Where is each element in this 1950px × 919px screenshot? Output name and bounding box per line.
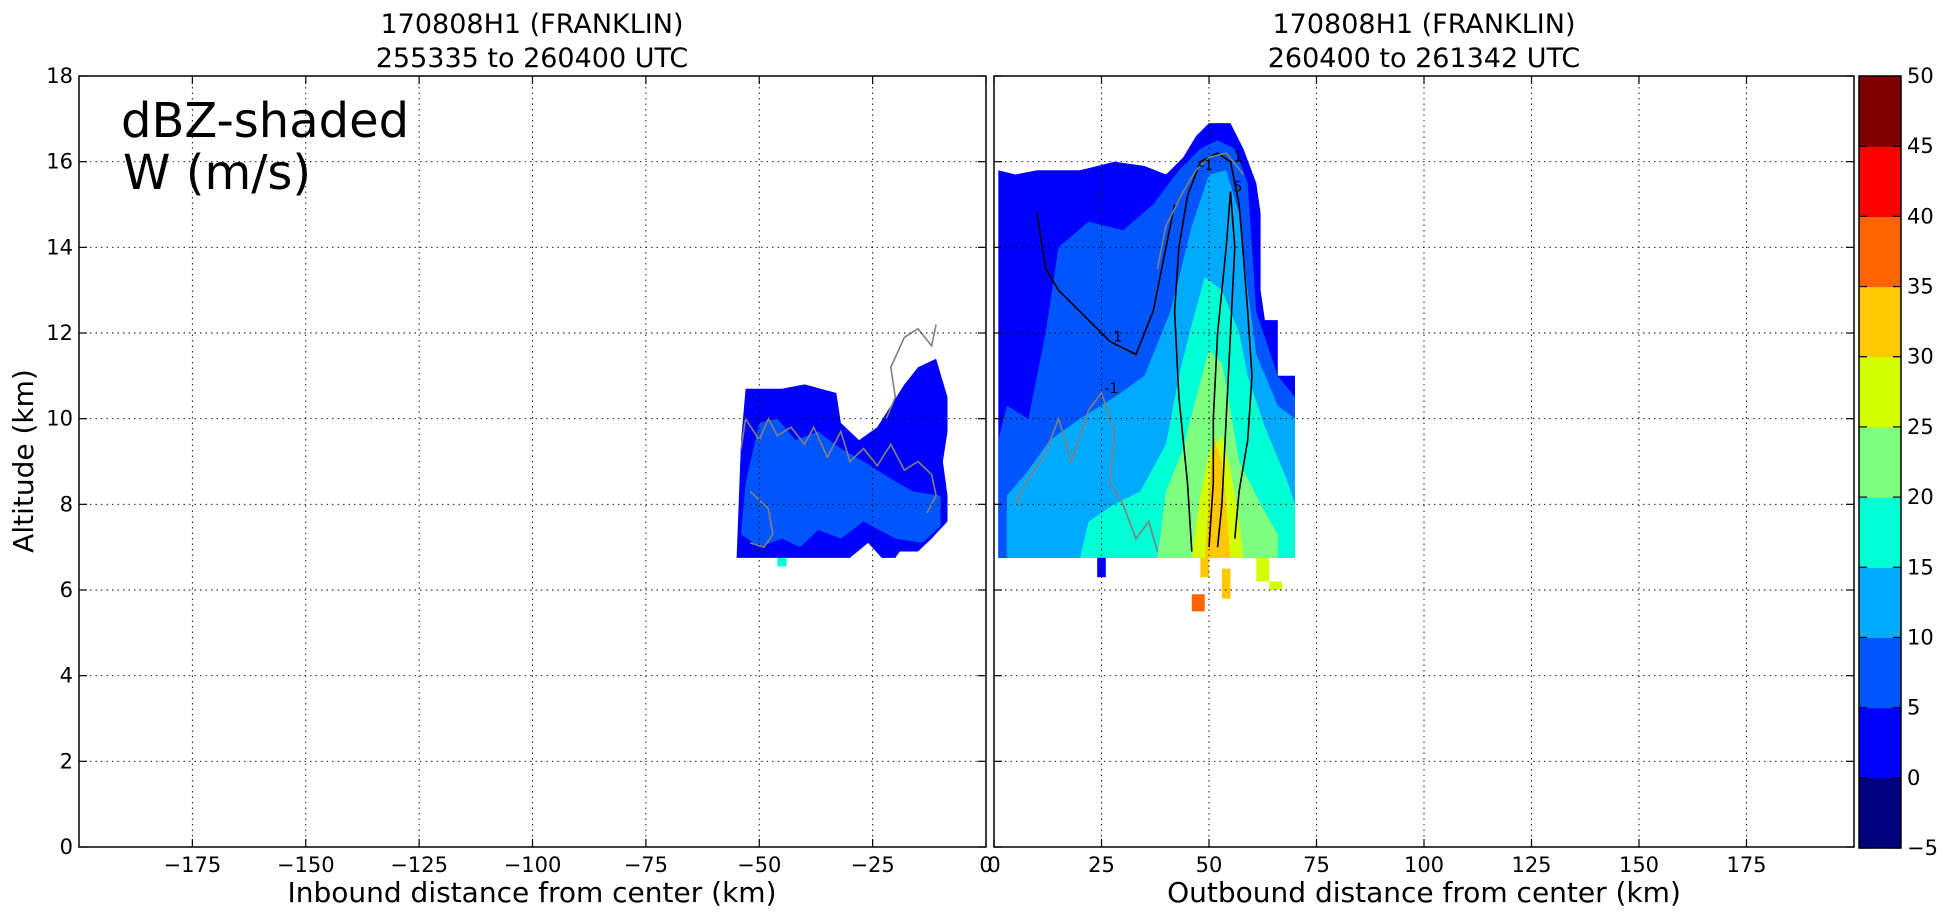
- colorbar-tick-label: 15: [1907, 555, 1934, 579]
- left-data-layer: [736, 324, 948, 567]
- colorbar-tick-label: 0: [1907, 766, 1920, 790]
- y-tick-label: 4: [60, 664, 73, 688]
- reflectivity-region-15dbz: [777, 557, 787, 567]
- left-title-line2: 255335 to 260400 UTC: [376, 43, 689, 74]
- colorbar: −5 0 5 10 15 20 25 30 35 40 45 50: [1858, 64, 1938, 860]
- x-tick-label: 0: [979, 853, 992, 877]
- reflectivity-region-30dbz: [1221, 568, 1231, 599]
- colorbar-cells: [1859, 76, 1901, 849]
- annotation-w-ms: W (m/s): [123, 145, 311, 201]
- right-ticks: 0 25 50 75 100 125 150 175: [987, 75, 1854, 877]
- y-tick-label: 14: [46, 235, 73, 259]
- right-data-layer: 1 1 5 -1 -1: [998, 123, 1295, 612]
- x-tick-label: −125: [390, 853, 448, 877]
- left-ticks: −175 −150 −125 −100 −75 −50 −25 0 0 2 4 6 8 10 12 14 16 1…: [46, 64, 992, 877]
- colorbar-ticks: −5 0 5 10 15 20 25 30 35 40 45 50: [1859, 64, 1938, 860]
- reflectivity-region-0dbz: [1097, 557, 1106, 578]
- y-tick-label: 16: [46, 150, 73, 174]
- x-tick-label: 0: [987, 853, 1000, 877]
- w-contour-label: 5: [1234, 180, 1243, 196]
- right-x-axis-label: Outbound distance from center (km): [1167, 876, 1681, 909]
- colorbar-tick-label: 50: [1907, 64, 1934, 88]
- w-contour-label: 1: [1113, 330, 1122, 346]
- w-contour-line: [1014, 391, 1159, 552]
- colorbar-cell: [1859, 426, 1901, 498]
- x-tick-label: −100: [504, 853, 562, 877]
- w-contour-line: [749, 490, 774, 549]
- y-tick-label: 6: [60, 578, 73, 602]
- colorbar-tick-label: −5: [1907, 836, 1938, 860]
- reflectivity-region-5dbz: [741, 418, 941, 548]
- colorbar-tick-label: 40: [1907, 204, 1934, 228]
- left-panel: −175 −150 −125 −100 −75 −50 −25 0 0 2 4 6 8 10 12 14 16 1…: [7, 9, 993, 909]
- x-tick-label: −50: [737, 853, 781, 877]
- colorbar-cell: [1859, 777, 1901, 849]
- x-tick-label: 175: [1726, 853, 1766, 877]
- colorbar-cell: [1859, 567, 1901, 639]
- right-gridlines: [994, 76, 1854, 847]
- w-contour-line: [1156, 152, 1245, 269]
- reflectivity-region-30dbz: [1204, 435, 1231, 558]
- right-title-line1: 170808H1 (FRANKLIN): [1273, 9, 1576, 40]
- y-tick-label: 8: [60, 492, 73, 516]
- w-contour-line: [885, 324, 937, 420]
- x-tick-label: −75: [624, 853, 668, 877]
- left-y-axis-label: Altitude (km): [7, 369, 40, 553]
- colorbar-cell: [1859, 356, 1901, 428]
- y-tick-label: 2: [60, 749, 73, 773]
- y-tick-label: 0: [60, 835, 73, 859]
- x-tick-label: 125: [1511, 853, 1551, 877]
- w-contour-label: 1: [1234, 150, 1243, 166]
- x-tick-label: 75: [1303, 853, 1330, 877]
- x-tick-label: 50: [1196, 853, 1223, 877]
- x-tick-label: −175: [164, 853, 222, 877]
- right-title-line2: 260400 to 261342 UTC: [1268, 43, 1581, 74]
- colorbar-cell: [1859, 286, 1901, 358]
- colorbar-tick-label: 20: [1907, 485, 1934, 509]
- colorbar-tick-label: 25: [1907, 415, 1934, 439]
- x-tick-label: −25: [850, 853, 894, 877]
- reflectivity-region-25dbz: [1256, 557, 1283, 590]
- y-tick-label: 18: [46, 64, 73, 88]
- colorbar-cell: [1859, 76, 1901, 147]
- y-tick-label: 12: [46, 321, 73, 345]
- colorbar-tick-label: 10: [1907, 625, 1934, 649]
- annotation-dbz-shaded: dBZ-shaded: [121, 93, 409, 149]
- colorbar-cell: [1859, 146, 1901, 217]
- colorbar-cell: [1859, 707, 1901, 779]
- right-panel: 1 1 5 -1 -1 0 25 50 75 100 125 150 175 170808H1 (FR…: [987, 9, 1855, 909]
- colorbar-frame: [1858, 75, 1902, 849]
- reflectivity-region-30dbz: [1200, 557, 1209, 578]
- x-tick-label: 100: [1404, 853, 1444, 877]
- left-x-axis-label: Inbound distance from center (km): [287, 876, 776, 909]
- colorbar-cell: [1859, 497, 1901, 568]
- reflectivity-region-35dbz: [1191, 594, 1205, 612]
- x-tick-label: −150: [277, 853, 335, 877]
- left-gridlines: [79, 76, 986, 847]
- colorbar-tick-label: 5: [1907, 696, 1920, 720]
- w-contour-line: [1036, 204, 1176, 356]
- w-contour-line: [740, 416, 937, 514]
- x-tick-label: 150: [1619, 853, 1659, 877]
- w-contour-line: [1173, 152, 1253, 552]
- w-contour-line: [1208, 191, 1236, 548]
- w-contour-label: -1: [1199, 158, 1213, 174]
- colorbar-tick-label: 30: [1907, 345, 1934, 369]
- colorbar-tick-label: 35: [1907, 275, 1934, 299]
- colorbar-tick-label: 45: [1907, 134, 1934, 158]
- left-title-line1: 170808H1 (FRANKLIN): [381, 9, 684, 40]
- colorbar-cell: [1859, 637, 1901, 709]
- y-tick-label: 10: [46, 407, 73, 431]
- w-contour-label: -1: [1105, 381, 1119, 397]
- colorbar-cell: [1859, 216, 1901, 288]
- x-tick-label: 25: [1088, 853, 1115, 877]
